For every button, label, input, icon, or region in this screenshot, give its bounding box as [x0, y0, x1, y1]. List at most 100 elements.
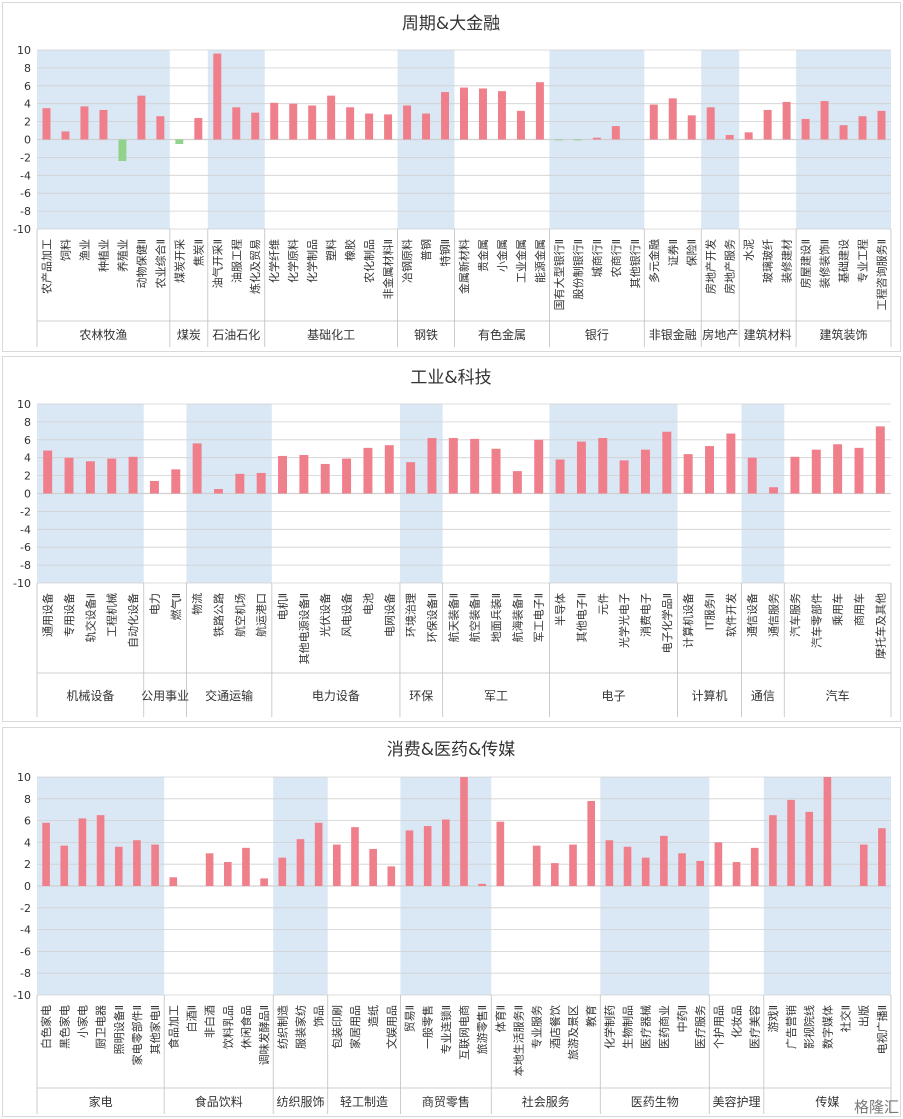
y-tick-label: 8: [24, 793, 31, 806]
category-label: 炼化及贸易: [248, 239, 262, 294]
category-label: 农商行Ⅱ: [609, 239, 623, 277]
bar: [554, 139, 563, 141]
y-tick-label: 2: [24, 470, 31, 483]
bar: [573, 139, 582, 141]
category-label: 装修建材: [780, 239, 794, 283]
category-label: 普钢: [419, 239, 433, 261]
category-label: 军工电子Ⅱ: [533, 593, 546, 642]
category-label: 电力: [148, 593, 161, 615]
bar: [213, 53, 222, 140]
category-label: 橡胶: [343, 239, 357, 261]
bar: [299, 455, 309, 494]
category-label: 造纸: [366, 1005, 380, 1027]
group-label: 纺织服饰: [276, 1095, 324, 1109]
bar: [99, 109, 108, 140]
category-label: 化学制药: [602, 1005, 616, 1049]
bar: [714, 842, 723, 886]
bar: [442, 819, 450, 886]
category-label: 化学原料: [286, 239, 300, 283]
bar: [496, 821, 505, 886]
category-label: 摩托车及其他: [873, 593, 887, 659]
category-label: 股份制银行Ⅱ: [571, 239, 585, 299]
category-label: 出版: [857, 1005, 871, 1027]
bar: [696, 860, 705, 886]
bar: [78, 818, 87, 886]
y-tick-label: -8: [20, 559, 31, 572]
bar: [43, 450, 53, 494]
bar: [551, 863, 559, 886]
y-tick-label: 0: [24, 134, 31, 147]
bar: [497, 91, 506, 140]
category-label: 航海装备Ⅱ: [510, 593, 524, 642]
category-label: 专业连锁Ⅱ: [439, 1005, 453, 1054]
category-label: 工程咨询服务Ⅱ: [875, 239, 889, 310]
y-tick-label: 8: [24, 416, 31, 429]
category-label: 包装印刷: [331, 1005, 344, 1049]
bar: [470, 438, 480, 494]
category-label: 城商行Ⅱ: [590, 239, 604, 277]
bar: [706, 107, 715, 140]
y-tick-label: 4: [24, 836, 31, 849]
group-label: 房地产: [702, 327, 738, 342]
category-label: 饰品: [312, 1005, 326, 1027]
category-label: 医疗服务: [693, 1005, 707, 1049]
group-label: 交通运输: [205, 688, 253, 703]
bar: [194, 118, 203, 140]
category-label: 其他家电Ⅱ: [148, 1005, 162, 1054]
category-label: 航空装备Ⅱ: [468, 593, 482, 642]
category-label: 软件开发: [724, 593, 738, 637]
category-label: 中药Ⅱ: [676, 1005, 689, 1032]
category-label: 旅游及景区: [566, 1005, 580, 1060]
bar: [854, 447, 864, 494]
y-tick-label: -2: [20, 505, 31, 518]
category-label: 非白酒: [203, 1005, 217, 1038]
bar: [534, 439, 544, 494]
bar: [327, 95, 336, 140]
y-tick-label: -10: [13, 577, 31, 590]
chart-panel-consumer-medical-media: 10 8 6 4 2 0 -2 -4 -6 -8 -10 消费&医药&传媒 白色家电 黑色家电 小家电 厨卫电…: [2, 727, 901, 1117]
category-label: 教育: [584, 1005, 598, 1027]
group-label: 环保: [409, 689, 433, 703]
bar: [42, 822, 50, 886]
group-label: 轻工制造: [340, 1095, 388, 1109]
group-label: 通信: [751, 689, 775, 703]
category-label: 饮料乳品: [221, 1005, 235, 1049]
category-label: 家居用品: [348, 1005, 362, 1049]
group-label: 美容护理: [713, 1094, 761, 1109]
category-label: 本地生活服务Ⅱ: [512, 1005, 526, 1076]
bar: [42, 108, 51, 140]
bar: [346, 107, 355, 140]
group-label: 石油石化: [212, 328, 260, 342]
category-label: 地面兵装Ⅱ: [490, 593, 503, 642]
category-label: 消费电子: [638, 593, 652, 637]
bar: [598, 438, 608, 494]
bar: [763, 109, 772, 140]
y-tick-label: -6: [20, 541, 31, 554]
bar: [516, 110, 525, 140]
y-tick-label: -2: [20, 902, 31, 915]
category-label: 白色家电: [39, 1005, 53, 1049]
chart-cycle-finance: 10 8 6 4 2 0 -2 -4 -6 -8 -10 周期&大金融农产品加工 饲料 渔业 种植业 养殖业动…: [13, 14, 892, 347]
bar: [308, 105, 317, 140]
category-label: 基础建设: [837, 239, 851, 283]
category-label: 个护用品: [711, 1005, 725, 1049]
bar: [278, 455, 288, 494]
bar: [683, 454, 693, 494]
chart-panel-industry-tech: 10 8 6 4 2 0 -2 -4 -6 -8 -10 工业&科技 通用设备 专用设备 轨交设备Ⅱ 工程机械…: [2, 356, 901, 722]
category-label: 塑料: [324, 239, 338, 261]
bar: [235, 473, 245, 494]
bar: [833, 444, 843, 494]
bar: [251, 112, 260, 140]
bar: [782, 101, 791, 140]
bar: [64, 457, 74, 494]
chart-panel-cycle-finance: 10 8 6 4 2 0 -2 -4 -6 -8 -10 周期&大金融 农产品加工 饲料 渔业 种植业 养殖业动…: [2, 2, 901, 352]
chart-title: 周期&大金融: [402, 14, 500, 34]
bar: [118, 139, 127, 161]
category-label: 调味发酵品Ⅱ: [257, 1005, 271, 1065]
bar: [314, 822, 323, 886]
y-tick-label: -2: [20, 151, 31, 164]
bar: [787, 799, 795, 886]
bar: [232, 107, 241, 140]
category-label: 其他电子Ⅱ: [575, 593, 588, 642]
